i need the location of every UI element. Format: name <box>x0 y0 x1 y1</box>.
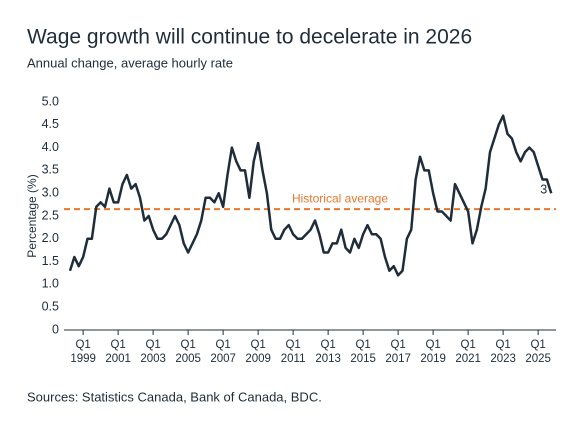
x-tick-label: Q1 2013 <box>315 339 341 365</box>
y-tick-label: 0 <box>52 322 59 336</box>
x-tick-label: Q1 2007 <box>210 339 236 365</box>
x-tick-label: Q1 1999 <box>70 339 96 365</box>
chart-title: Wage growth will continue to decelerate … <box>27 26 472 49</box>
x-tick-label: Q1 2017 <box>385 339 411 365</box>
y-tick-label: 5.0 <box>42 94 59 108</box>
y-tick-label: 2.0 <box>42 231 59 245</box>
y-tick-label: 4.5 <box>42 117 59 131</box>
reference-label: Historical average <box>292 191 388 205</box>
x-tick-label: Q1 2015 <box>350 339 376 365</box>
end-label: 3 <box>540 182 547 196</box>
y-tick-label: 0.5 <box>42 299 59 313</box>
x-tick-label: Q1 2011 <box>280 339 306 365</box>
x-tick-label: Q1 2003 <box>140 339 166 365</box>
y-tick-label: 3.0 <box>42 185 59 199</box>
x-tick-label: Q1 2021 <box>455 339 481 365</box>
x-tick-label: Q1 2009 <box>245 339 271 365</box>
x-tick-label: Q1 2025 <box>525 339 551 365</box>
y-tick-label: 3.5 <box>42 163 59 177</box>
series-line <box>68 114 553 277</box>
x-tick-label: Q1 2005 <box>175 339 201 365</box>
y-tick-label: 1.0 <box>42 277 59 291</box>
chart-subtitle: Annual change, average hourly rate <box>27 55 233 70</box>
x-tick-label: Q1 2023 <box>490 339 516 365</box>
x-tick-label: Q1 2019 <box>420 339 446 365</box>
y-tick-label: 2.5 <box>42 208 59 222</box>
y-tick-label: 4.0 <box>42 140 59 154</box>
x-tick-label: Q1 2001 <box>105 339 131 365</box>
y-axis-label: Percentage (%) <box>25 174 39 257</box>
source: Sources: Statistics Canada, Bank of Cana… <box>27 389 322 404</box>
y-tick-label: 1.5 <box>42 254 59 268</box>
